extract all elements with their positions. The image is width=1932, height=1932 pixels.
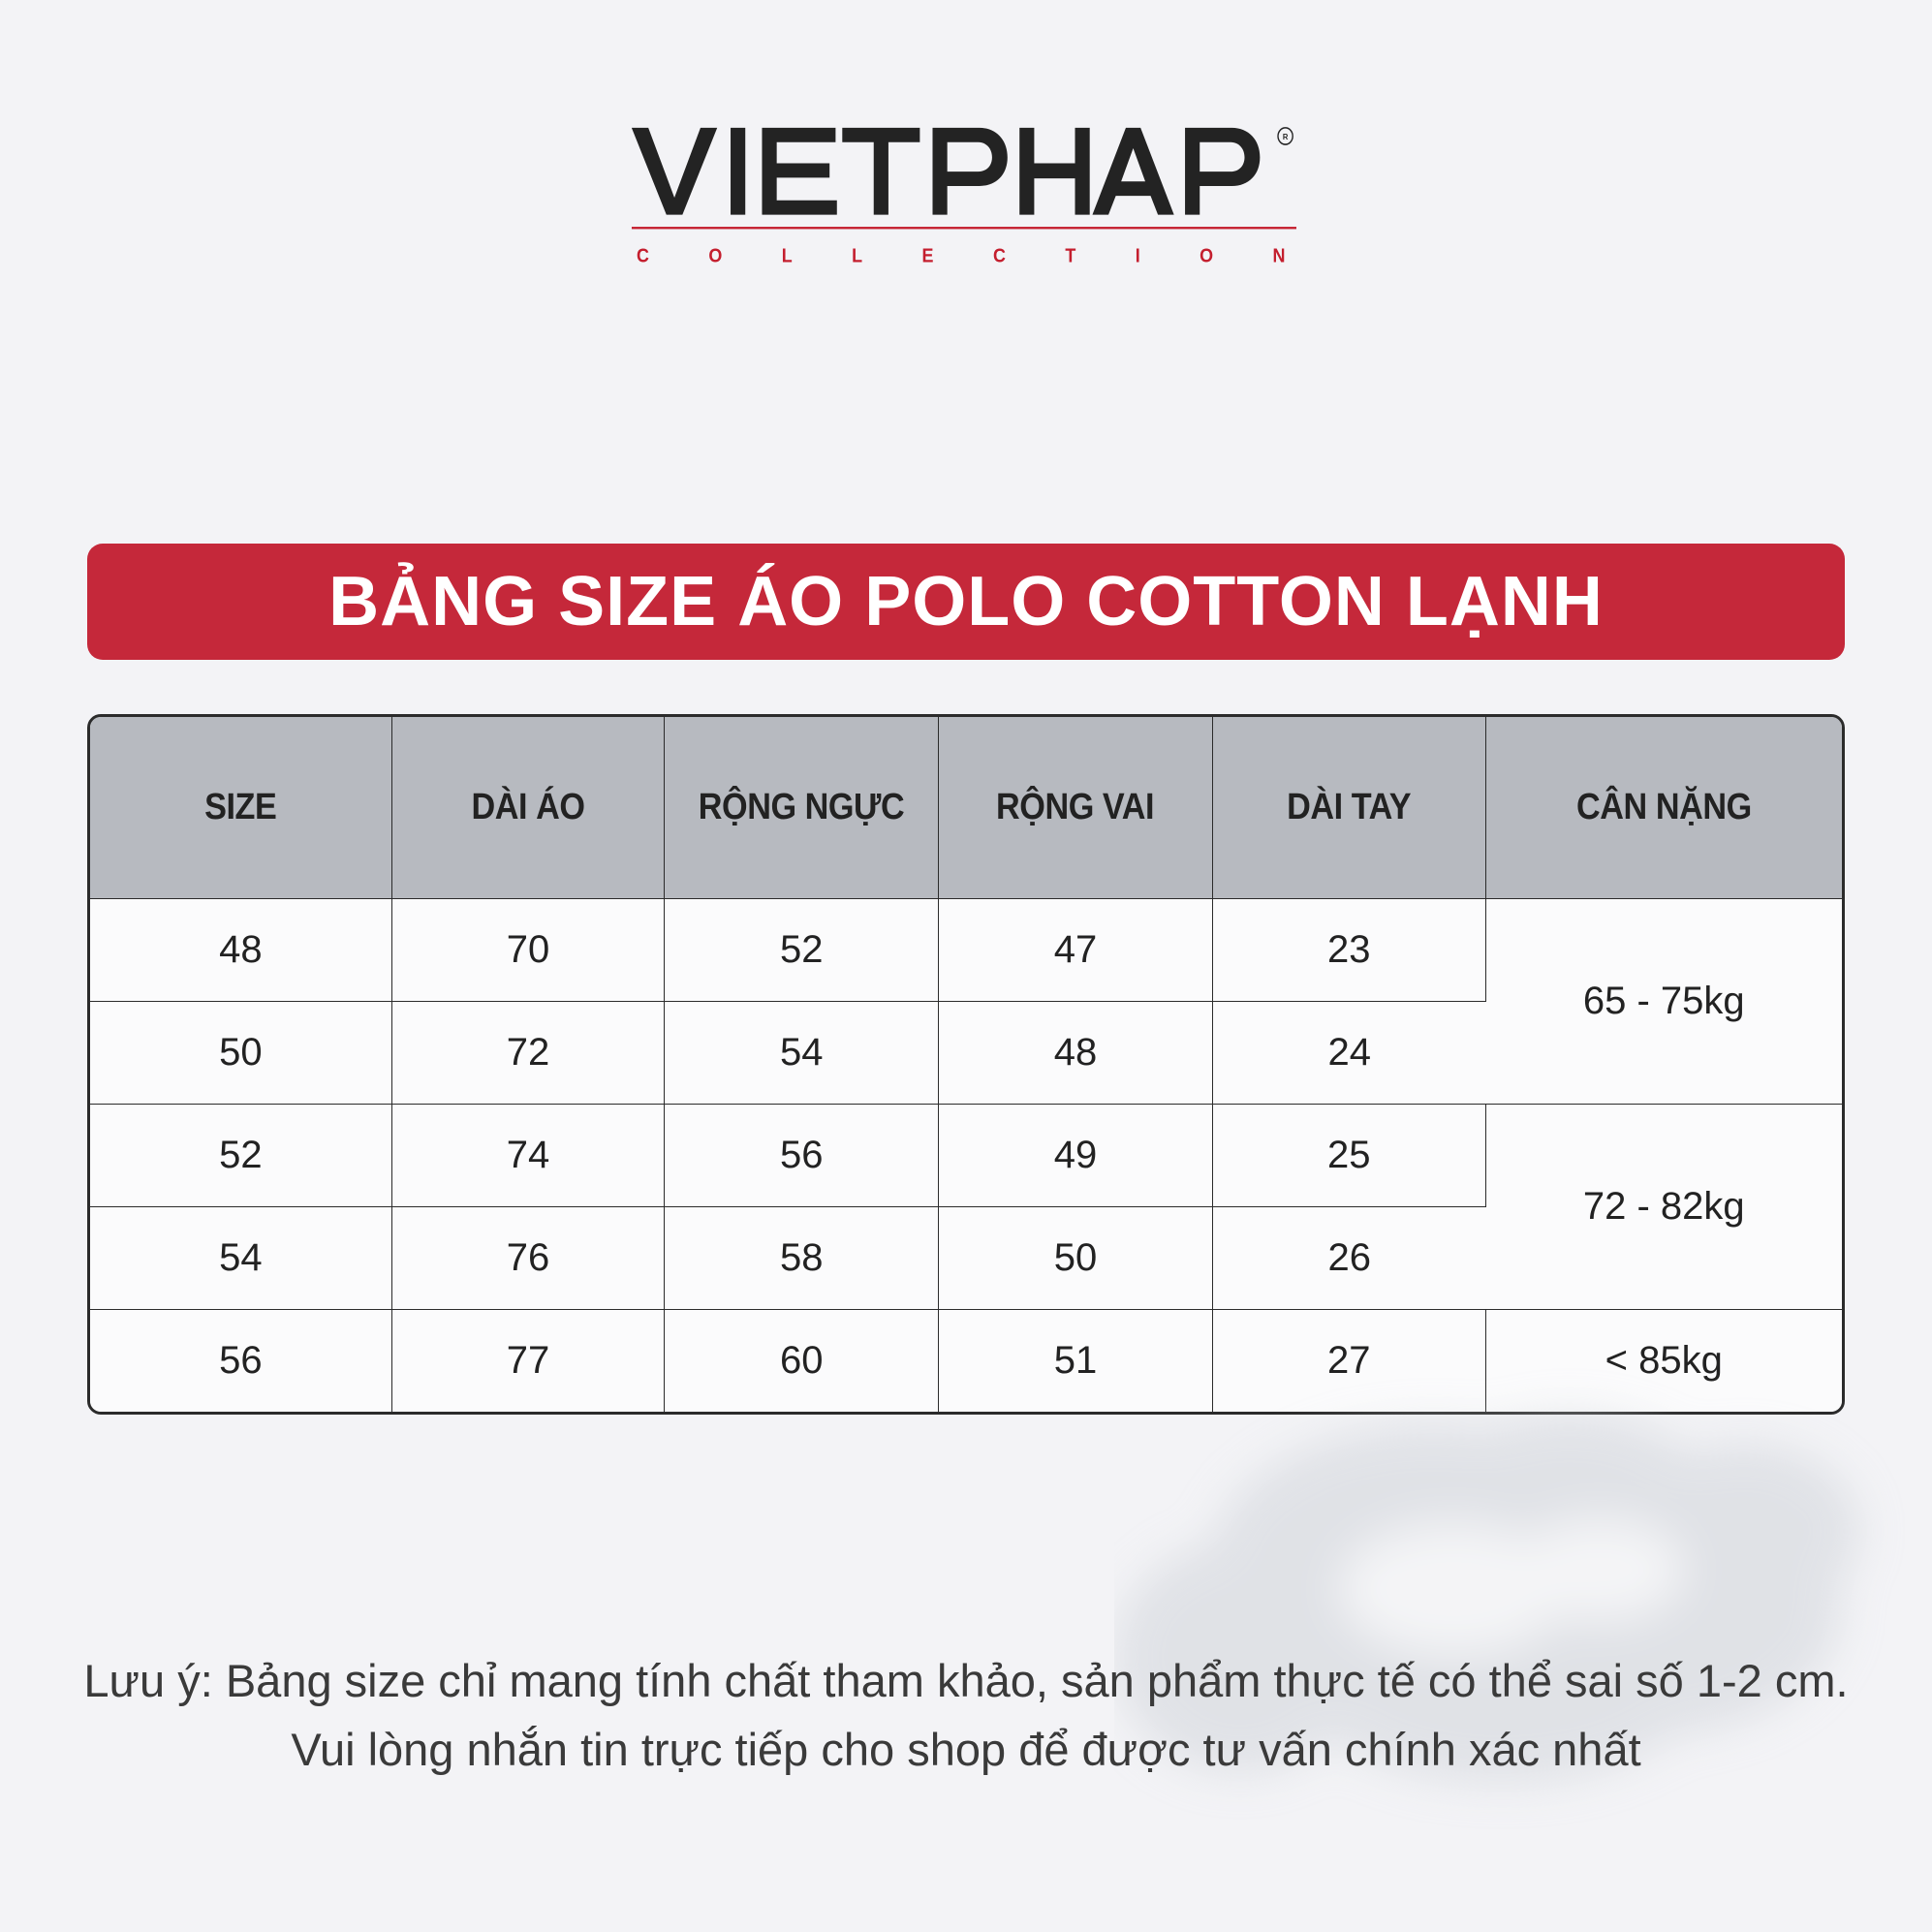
svg-text:COLLECTION: COLLECTION [637,245,1300,266]
svg-text:R: R [1283,133,1289,142]
